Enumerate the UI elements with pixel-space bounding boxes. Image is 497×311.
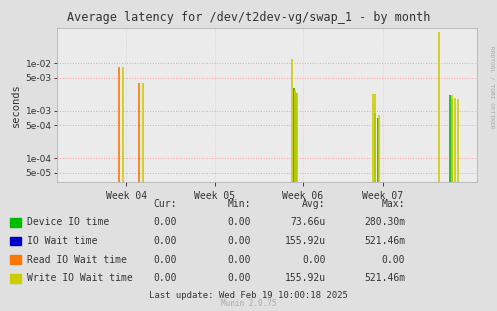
Text: Avg:: Avg: [302, 199, 326, 209]
Text: Munin 2.0.75: Munin 2.0.75 [221, 299, 276, 308]
Text: Max:: Max: [382, 199, 405, 209]
Text: Device IO time: Device IO time [27, 217, 109, 227]
Y-axis label: seconds: seconds [11, 83, 21, 127]
Text: 0.00: 0.00 [228, 255, 251, 265]
Text: RRDTOOL / TOBI OETIKER: RRDTOOL / TOBI OETIKER [490, 46, 495, 128]
Text: 0.00: 0.00 [228, 236, 251, 246]
Text: 73.66u: 73.66u [290, 217, 326, 227]
Text: 155.92u: 155.92u [284, 236, 326, 246]
Text: 0.00: 0.00 [153, 217, 176, 227]
Text: 521.46m: 521.46m [364, 273, 405, 283]
Text: 0.00: 0.00 [153, 273, 176, 283]
Text: IO Wait time: IO Wait time [27, 236, 98, 246]
Text: Cur:: Cur: [153, 199, 176, 209]
Text: 0.00: 0.00 [228, 273, 251, 283]
Text: Write IO Wait time: Write IO Wait time [27, 273, 133, 283]
Text: 0.00: 0.00 [153, 255, 176, 265]
Text: Min:: Min: [228, 199, 251, 209]
Text: Average latency for /dev/t2dev-vg/swap_1 - by month: Average latency for /dev/t2dev-vg/swap_1… [67, 11, 430, 24]
Text: 0.00: 0.00 [382, 255, 405, 265]
Text: 155.92u: 155.92u [284, 273, 326, 283]
Text: 521.46m: 521.46m [364, 236, 405, 246]
Text: Last update: Wed Feb 19 10:00:18 2025: Last update: Wed Feb 19 10:00:18 2025 [149, 291, 348, 300]
Text: 0.00: 0.00 [153, 236, 176, 246]
Text: Read IO Wait time: Read IO Wait time [27, 255, 127, 265]
Text: 0.00: 0.00 [302, 255, 326, 265]
Text: 280.30m: 280.30m [364, 217, 405, 227]
Text: 0.00: 0.00 [228, 217, 251, 227]
